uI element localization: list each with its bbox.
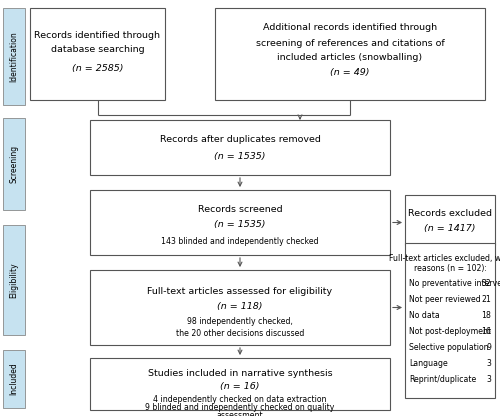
Text: (n = 1417): (n = 1417) [424, 223, 476, 233]
Bar [3, 225, 25, 335]
Text: 21: 21 [481, 295, 491, 304]
Text: Records excluded: Records excluded [408, 208, 492, 218]
Text: database searching: database searching [50, 45, 144, 54]
Text: (n = 118): (n = 118) [217, 302, 263, 312]
Text: Selective population: Selective population [409, 342, 488, 352]
Bar [3, 350, 25, 408]
Text: Additional records identified through: Additional records identified through [263, 23, 437, 32]
Text: reasons (n = 102):: reasons (n = 102): [414, 265, 486, 273]
Text: 3: 3 [486, 374, 491, 384]
Bar [90, 270, 390, 345]
Text: 4 independently checked on data extraction: 4 independently checked on data extracti… [153, 394, 327, 404]
Bar [405, 195, 495, 245]
Text: 9: 9 [486, 342, 491, 352]
Bar [3, 8, 25, 105]
Text: 18: 18 [481, 310, 491, 319]
Text: No preventative intervention: No preventative intervention [409, 278, 500, 287]
Text: Language: Language [409, 359, 448, 367]
Bar [30, 8, 165, 100]
Text: the 20 other decisions discussed: the 20 other decisions discussed [176, 329, 304, 339]
Text: Not post-deployment: Not post-deployment [409, 327, 491, 335]
Bar [90, 190, 390, 255]
Text: screening of references and citations of: screening of references and citations of [256, 39, 444, 47]
Bar [90, 120, 390, 175]
Text: Eligibility: Eligibility [10, 262, 18, 298]
Text: Reprint/duplicate: Reprint/duplicate [409, 374, 476, 384]
Text: Records identified through: Records identified through [34, 30, 160, 40]
Text: (n = 49): (n = 49) [330, 69, 370, 77]
Text: 32: 32 [481, 278, 491, 287]
Text: Identification: Identification [10, 31, 18, 82]
Text: Records screened: Records screened [198, 205, 282, 213]
Text: 143 blinded and independently checked: 143 blinded and independently checked [161, 237, 319, 245]
Text: Included: Included [10, 363, 18, 395]
Bar [215, 8, 485, 100]
Text: No data: No data [409, 310, 440, 319]
Text: 16: 16 [481, 327, 491, 335]
Bar [405, 243, 495, 398]
Text: Studies included in narrative synthesis: Studies included in narrative synthesis [148, 369, 332, 377]
Text: (n = 1535): (n = 1535) [214, 153, 266, 161]
Text: (n = 1535): (n = 1535) [214, 220, 266, 228]
Text: Records after duplicates removed: Records after duplicates removed [160, 136, 320, 144]
Text: assessment: assessment [216, 411, 264, 416]
Text: Full-text articles excluded, with: Full-text articles excluded, with [388, 253, 500, 262]
Text: 9 blinded and independently checked on quality: 9 blinded and independently checked on q… [146, 404, 334, 413]
Bar [90, 358, 390, 410]
Text: Full-text articles assessed for eligibility: Full-text articles assessed for eligibil… [148, 287, 332, 295]
Text: included articles (snowballing): included articles (snowballing) [278, 54, 422, 62]
Text: (n = 16): (n = 16) [220, 382, 260, 391]
Bar [3, 118, 25, 210]
Text: Screening: Screening [10, 145, 18, 183]
Text: 98 independently checked,: 98 independently checked, [187, 317, 293, 327]
Text: 3: 3 [486, 359, 491, 367]
Text: Not peer reviewed: Not peer reviewed [409, 295, 481, 304]
Text: (n = 2585): (n = 2585) [72, 64, 123, 72]
